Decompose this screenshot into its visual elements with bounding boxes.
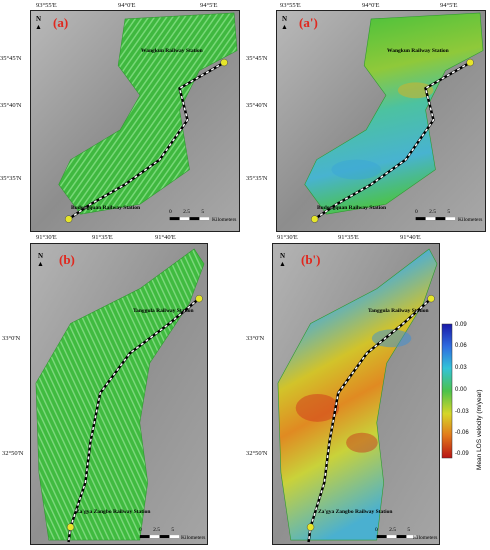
scale-tick: 0 [169, 209, 172, 215]
lat-label: 35°35'N [246, 175, 268, 182]
lat-label: 32°50'N [246, 450, 268, 457]
legend-tick: 0.06 [455, 343, 467, 349]
panel-label: (a) [53, 15, 69, 30]
lon-label: 91°35'E [92, 234, 113, 241]
scale-tick: 0 [139, 527, 142, 533]
panel-label: (a') [299, 15, 318, 30]
scale-unit: Kilometers [212, 217, 237, 223]
station-label: Tanggula Railway Station [368, 308, 429, 314]
lon-label: 94°0'E [118, 2, 136, 9]
scale-unit: Kilometers [413, 535, 438, 541]
north-arrow-icon: N ▲ [35, 15, 42, 31]
lon-label: 91°40'E [400, 234, 421, 241]
legend-tick: -0.03 [455, 409, 469, 415]
legend-tick: -0.09 [455, 451, 469, 457]
scale-tick: 5 [171, 527, 175, 533]
legend-title: Mean LOS velocity (m/year) [476, 389, 483, 470]
lat-label: 35°40'N [0, 102, 22, 109]
north-label: N [35, 15, 41, 23]
map-canvas [273, 244, 439, 544]
north-arrow-icon: N ▲ [281, 15, 288, 31]
legend-tick: 0.00 [455, 387, 467, 393]
legend-tick: 0.09 [455, 322, 467, 328]
north-label: N [279, 252, 285, 260]
scale-tick: 2.5 [389, 527, 396, 533]
velocity-legend: 0.09 0.06 0.03 0.00 -0.03 -0.06 -0.09 [440, 322, 488, 462]
scale-tick: 0 [415, 209, 418, 215]
north-arrow-icon: N ▲ [37, 252, 44, 268]
north-label: N [37, 252, 43, 260]
lon-label: 94°5'E [200, 2, 218, 9]
scale-tick: 5 [447, 209, 451, 215]
lat-label: 32°50'N [2, 450, 24, 457]
lat-label: 35°45'N [0, 55, 22, 62]
lon-label: 91°30'E [277, 234, 298, 241]
station-label: Za'gya Zangbo Railway Station [318, 509, 393, 515]
map-panel-a: (a) N ▲ Wangkun Railway Station Budongqua… [30, 10, 240, 232]
scale-bar: 0 2.5 5 [415, 209, 450, 215]
station-label: Za'gya Zangbo Railway Station [76, 509, 151, 515]
scale-bar: 0 2.5 5 [375, 527, 410, 533]
north-arrow-icon: N ▲ [279, 252, 286, 268]
lat-label: 33°0'N [246, 335, 265, 342]
lat-label: 35°45'N [246, 55, 268, 62]
lon-label: 94°5'E [440, 2, 458, 9]
station-label: Budongquan Railway Station [71, 205, 141, 211]
scale-tick: 2.5 [153, 527, 160, 533]
lon-label: 93°55'E [280, 2, 301, 9]
map-panel-b-prime: (b') N ▲ Tanggula Railway Station Za'gya … [272, 243, 440, 545]
lon-label: 91°35'E [338, 234, 359, 241]
map-panel-b: (b) N ▲ Tanggula Railway Station Za'gya Z… [30, 243, 208, 545]
scale-tick: 2.5 [429, 209, 436, 215]
colorbar [441, 323, 453, 459]
north-label: N [281, 15, 287, 23]
scale-unit: Kilometers [458, 217, 483, 223]
scale-bar: 0 2.5 5 [169, 209, 204, 215]
lon-label: 94°0'E [362, 2, 380, 9]
map-canvas [31, 244, 207, 544]
panel-label: (b) [59, 252, 75, 267]
map-canvas [277, 11, 485, 231]
panel-label: (b') [301, 252, 321, 267]
legend-tick: 0.03 [455, 365, 467, 371]
scale-bar: 0 2.5 5 [139, 527, 174, 533]
station-label: Wangkun Railway Station [387, 48, 449, 54]
lat-label: 33°0'N [2, 335, 21, 342]
map-canvas [31, 11, 239, 231]
station-label: Wangkun Railway Station [141, 48, 203, 54]
scale-unit: Kilometers [181, 535, 206, 541]
scale-tick: 2.5 [183, 209, 190, 215]
scale-tick: 0 [375, 527, 378, 533]
legend-tick: -0.06 [455, 430, 469, 436]
map-panel-a-prime: (a') N ▲ Wangkun Railway Station Budongqu… [276, 10, 486, 232]
scale-tick: 5 [407, 527, 411, 533]
lon-label: 91°40'E [155, 234, 176, 241]
station-label: Tanggula Railway Station [133, 308, 194, 314]
scale-tick: 5 [201, 209, 205, 215]
lon-label: 91°30'E [36, 234, 57, 241]
station-label: Budongquan Railway Station [317, 205, 387, 211]
lat-label: 35°35'N [0, 175, 22, 182]
lat-label: 35°40'N [246, 102, 268, 109]
lon-label: 93°55'E [36, 2, 57, 9]
